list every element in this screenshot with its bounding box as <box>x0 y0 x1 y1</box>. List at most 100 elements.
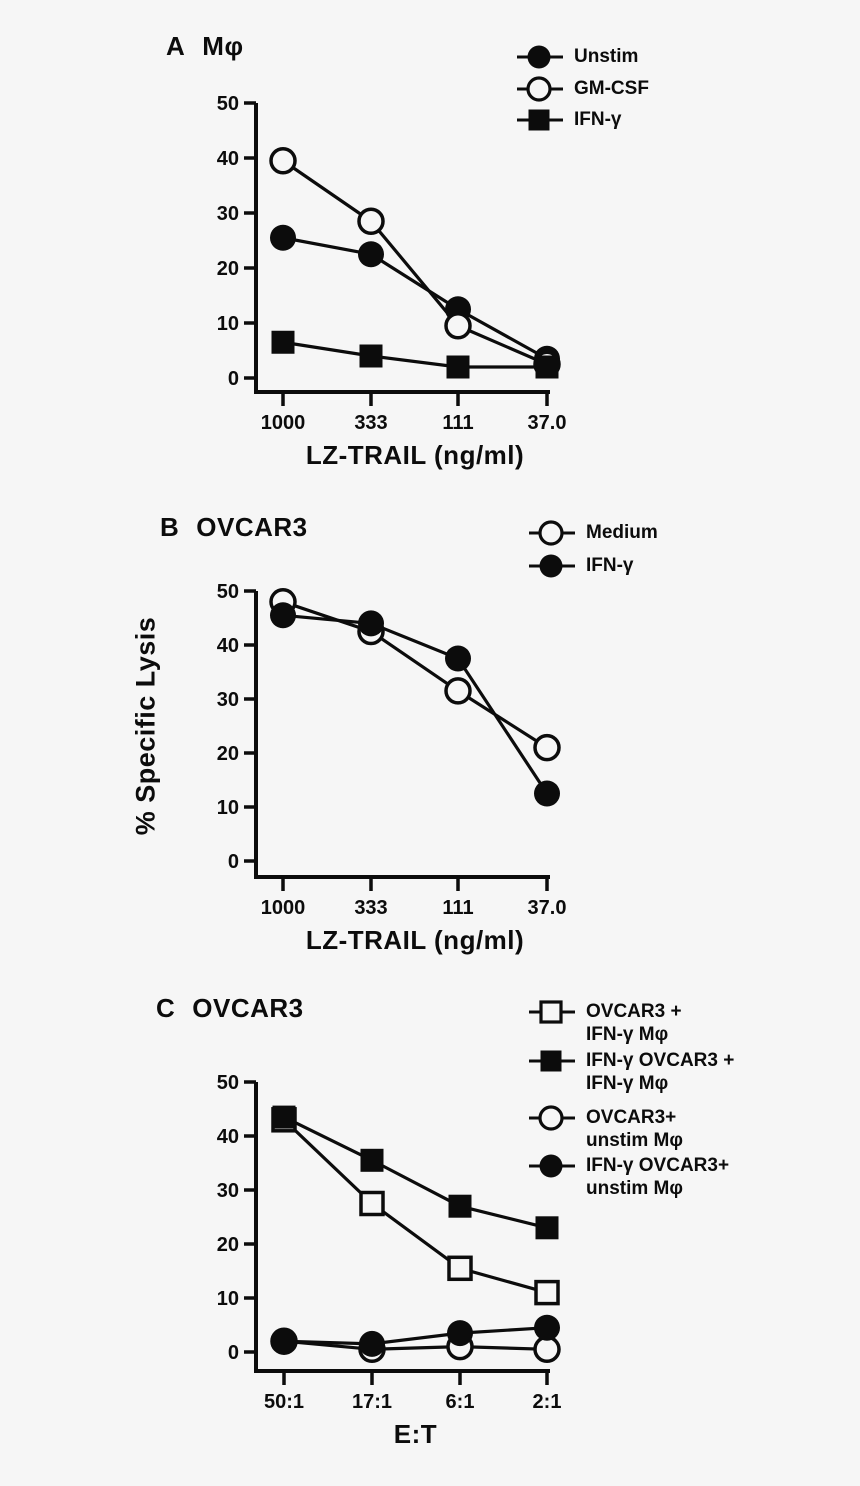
legend-marker <box>529 554 575 578</box>
square-filled-marker-icon <box>359 344 383 368</box>
series-line <box>283 1339 548 1351</box>
x-tick-label: 1000 <box>261 412 306 434</box>
panel-b-title-text: OVCAR3 <box>196 512 308 542</box>
x-axis-title: LZ-TRAIL (ng/ml) <box>306 440 524 470</box>
square-filled-marker-icon <box>446 355 470 379</box>
x-tick-label: 333 <box>354 897 387 919</box>
panel-c-title: C OVCAR3 <box>156 993 304 1024</box>
series-line <box>283 1326 548 1346</box>
legend-label-line: IFN-γ <box>574 109 622 130</box>
legend-item: GM-CSF <box>517 74 649 104</box>
panel-b-title: B OVCAR3 <box>160 512 308 543</box>
legend-label: IFN-γ OVCAR3+ unstim Mφ <box>586 1151 729 1200</box>
x-tick-label: 333 <box>354 412 387 434</box>
legend-marker <box>529 520 575 546</box>
legend-label-line: IFN-γ OVCAR3 + <box>586 1050 735 1071</box>
legend-marker <box>529 1154 575 1178</box>
circle-filled-marker-icon <box>358 610 384 637</box>
legend-label-line: OVCAR3+ <box>586 1107 677 1128</box>
circle-open-marker-icon <box>533 1335 561 1364</box>
square-open-marker-icon <box>447 1255 473 1282</box>
series-line <box>282 340 547 369</box>
legend-circle-open-icon <box>526 76 552 102</box>
y-tick-label: 50 <box>217 581 239 603</box>
legend-label: OVCAR3 + IFN-γ Mφ <box>586 997 682 1046</box>
legend-item: OVCAR3 + IFN-γ Mφ <box>529 997 682 1046</box>
x-tick-label: 50:1 <box>264 1391 304 1413</box>
legend-label-line: unstim Mφ <box>586 1178 683 1199</box>
series-line <box>282 159 548 366</box>
circle-filled-marker-icon <box>445 645 471 672</box>
y-tick-label: 10 <box>217 313 239 335</box>
y-tick-label: 40 <box>217 148 239 170</box>
legend-label-line: OVCAR3 + <box>586 1001 682 1022</box>
square-filled-marker-icon <box>271 330 295 354</box>
legend-circle-open-icon <box>538 1105 564 1131</box>
x-axis-title: E:T <box>394 1419 437 1449</box>
square-filled-marker-icon <box>448 1194 472 1218</box>
circle-filled-marker-icon <box>534 1314 560 1341</box>
x-tick-label: 37.0 <box>528 897 567 919</box>
x-tick-label: 37.0 <box>528 412 567 434</box>
x-tick-label: 111 <box>442 897 473 919</box>
legend-item: IFN-γ <box>529 551 634 581</box>
y-tick-label: 40 <box>217 1126 239 1148</box>
panel-b-letter: B <box>160 512 180 542</box>
x-axis-title: LZ-TRAIL (ng/ml) <box>306 925 524 955</box>
legend-label: GM-CSF <box>574 74 649 100</box>
circle-filled-marker-icon <box>271 1328 297 1355</box>
series-line <box>282 1118 548 1295</box>
panel-a-plot: 0 10 20 30 40 50 1000 333 111 37.0LZ-TRAIL (ng/ml… <box>217 93 567 470</box>
legend-marker <box>517 76 563 102</box>
y-tick-label: 20 <box>217 743 239 765</box>
square-open-marker-icon <box>359 1190 385 1217</box>
legend-circle-open-icon <box>538 520 564 546</box>
legend-label-line: IFN-γ <box>586 555 634 576</box>
circle-filled-marker-icon <box>447 1320 473 1347</box>
legend-circle-filled-icon <box>527 45 551 69</box>
legend-square-filled-icon <box>540 1050 562 1072</box>
legend-marker <box>517 45 563 69</box>
circle-filled-marker-icon <box>270 224 296 251</box>
panel-c-title-text: OVCAR3 <box>192 993 304 1023</box>
legend-item: IFN-γ OVCAR3+ unstim Mφ <box>529 1151 729 1200</box>
legend-label: IFN-γ OVCAR3 + IFN-γ Mφ <box>586 1046 734 1095</box>
x-tick-label: 111 <box>442 412 473 434</box>
y-tick-label: 30 <box>217 1180 239 1202</box>
y-tick-label: 50 <box>217 93 239 115</box>
legend-label-line: Unstim <box>574 46 639 67</box>
legend-item: IFN-γ OVCAR3 + IFN-γ Mφ <box>529 1046 734 1095</box>
y-tick-label: 10 <box>217 1288 239 1310</box>
legend-circle-filled-icon <box>539 1154 563 1178</box>
y-tick-label: 0 <box>228 1342 239 1364</box>
legend-item: Medium <box>529 518 658 548</box>
y-tick-label: 0 <box>228 851 239 873</box>
legend-label: OVCAR3+ unstim Mφ <box>586 1103 683 1152</box>
y-axis-label: % Specific Lysis <box>130 616 161 836</box>
x-tick-label: 1000 <box>261 897 306 919</box>
panel-a-letter: A <box>166 31 186 61</box>
x-tick-label: 6:1 <box>446 1391 475 1413</box>
circle-filled-marker-icon <box>359 1330 385 1357</box>
y-tick-label: 20 <box>217 1234 239 1256</box>
legend-marker <box>529 1000 575 1024</box>
legend-marker <box>529 1050 575 1072</box>
series-line <box>283 1115 548 1230</box>
square-filled-marker-icon <box>360 1148 384 1172</box>
y-tick-label: 10 <box>217 797 239 819</box>
legend-label-line: Medium <box>586 522 658 543</box>
circle-open-marker-icon <box>444 677 472 705</box>
y-tick-label: 30 <box>217 689 239 711</box>
circle-open-marker-icon <box>533 733 561 762</box>
legend-label: IFN-γ <box>574 105 622 131</box>
y-tick-label: 30 <box>217 203 239 225</box>
circle-filled-marker-icon <box>358 241 384 268</box>
x-tick-label: 2:1 <box>533 1391 562 1413</box>
square-open-marker-icon <box>534 1279 560 1306</box>
panel-b-plot: 0 10 20 30 40 50 1000 333 111 37.0LZ-TRAIL (ng/ml… <box>217 581 567 955</box>
legend-label-line: GM-CSF <box>574 78 649 99</box>
y-tick-label: 20 <box>217 258 239 280</box>
square-filled-marker-icon <box>535 355 559 379</box>
